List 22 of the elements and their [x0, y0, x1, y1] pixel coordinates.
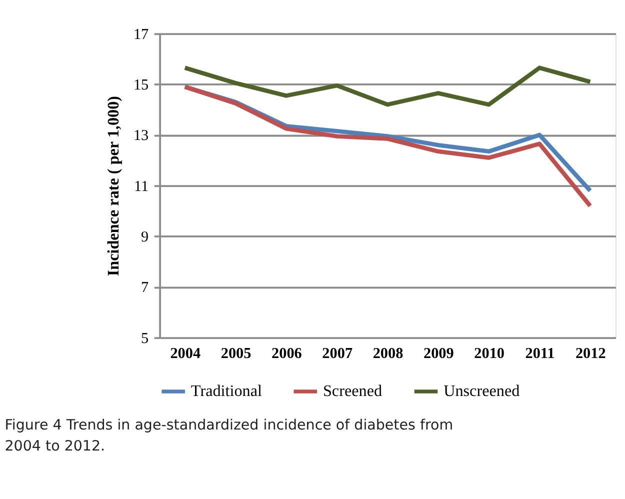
y-tick-label: 13 [133, 127, 149, 144]
legend-label: Screened [322, 383, 382, 400]
x-tick-label: 2012 [575, 345, 606, 362]
legend-label: Traditional [190, 383, 263, 400]
y-tick-label: 17 [133, 26, 150, 43]
caption: Figure 4 Trends in age-standardized incidence of diabetes from 2004 to 2012. [4, 418, 454, 455]
y-tick-label: 5 [141, 330, 149, 347]
x-tick-label: 2004 [170, 345, 201, 362]
y-tick-label: 7 [141, 279, 150, 296]
x-tick-label: 2010 [474, 345, 505, 362]
x-tick-label: 2007 [322, 345, 353, 362]
y-axis-title: Incidence rate ( per 1,000) [105, 96, 122, 276]
x-tick-label: 2008 [372, 345, 404, 362]
y-tick-label: 15 [133, 76, 149, 94]
x-tick-label: 2006 [272, 345, 302, 362]
legend-label: Unscreened [444, 383, 520, 400]
x-tick-label: 2005 [220, 345, 252, 362]
y-tick-label: 9 [141, 228, 149, 246]
x-tick-label: 2011 [525, 345, 555, 362]
line-series [182, 66, 592, 107]
y-tick-label: 11 [134, 178, 149, 195]
x-tick-label: 2009 [423, 345, 454, 362]
